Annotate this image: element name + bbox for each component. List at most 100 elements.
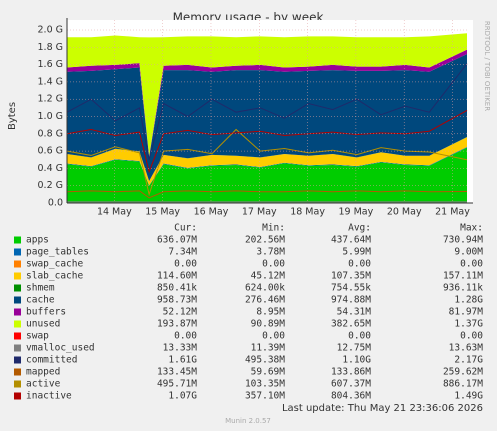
- y-tick-label: 0.4 G: [38, 163, 64, 174]
- x-tick-label: 19 May: [339, 207, 374, 218]
- legend-stat: 958.73M: [157, 295, 197, 306]
- line: [66, 190, 468, 199]
- legend-stat: 133.86M: [331, 367, 371, 378]
- x-tick-label: 20 May: [387, 207, 422, 218]
- legend-stat: 107.35M: [331, 271, 371, 282]
- legend-stat: 276.46M: [245, 295, 285, 306]
- legend-swatch: [14, 260, 21, 268]
- legend-stat: 1.49G: [454, 391, 483, 402]
- legend-stat: 0.00: [262, 259, 285, 270]
- legend-stat: 7.34M: [168, 247, 197, 258]
- legend-swatch: [14, 368, 21, 376]
- legend-label: swap: [26, 331, 49, 342]
- legend-stat: 850.41k: [157, 283, 197, 294]
- legend-stat: 0.00: [460, 259, 483, 270]
- legend-label: slab_cache: [26, 271, 83, 282]
- legend-stat: 0.00: [174, 331, 197, 342]
- legend-swatch: [14, 296, 21, 304]
- legend-swatch: [14, 284, 21, 292]
- legend-stat: 3.78M: [256, 247, 285, 258]
- footer: Munin 2.0.57: [225, 417, 271, 425]
- legend-swatch: [14, 392, 21, 400]
- legend-header: Avg:: [348, 223, 371, 234]
- legend-stat: 936.11k: [443, 283, 483, 294]
- legend-swatch: [14, 248, 21, 256]
- x-tick-label: 17 May: [242, 207, 277, 218]
- legend-stat: 607.37M: [331, 379, 371, 390]
- y-tick-label: 1.2 G: [38, 94, 64, 105]
- legend-stat: 624.00k: [245, 283, 285, 294]
- x-tick-label: 14 May: [97, 207, 132, 218]
- legend-stat: 8.95M: [256, 307, 285, 318]
- legend-swatch: [14, 344, 21, 352]
- legend-header: Cur:: [174, 223, 197, 234]
- area: [67, 137, 467, 186]
- legend-label: buffers: [26, 307, 66, 318]
- legend-stat: 45.12M: [251, 271, 286, 282]
- legend-stat: 0.00: [174, 259, 197, 270]
- legend-label: inactive: [26, 391, 72, 402]
- area: [67, 147, 467, 203]
- legend-swatch: [14, 320, 21, 328]
- legend-stat: 0.00: [348, 331, 371, 342]
- legend-stat: 495.71M: [157, 379, 197, 390]
- legend-stat: 0.00: [262, 331, 285, 342]
- y-tick-label: 1.6 G: [38, 59, 64, 70]
- legend-header: Max:: [460, 223, 483, 234]
- legend-stat: 5.99M: [342, 247, 371, 258]
- legend-stat: 636.07M: [157, 235, 197, 246]
- legend-label: vmalloc_used: [26, 343, 95, 354]
- line: [66, 128, 468, 197]
- legend-stat: 81.97M: [449, 307, 484, 318]
- legend-stat: 114.60M: [157, 271, 197, 282]
- legend-stat: 382.65M: [331, 319, 371, 330]
- legend-stat: 202.56M: [245, 235, 285, 246]
- legend-stat: 1.28G: [454, 295, 483, 306]
- legend-stat: 495.38M: [245, 355, 285, 366]
- legend-stat: 12.75M: [337, 343, 372, 354]
- legend-stat: 1.61G: [168, 355, 197, 366]
- legend-stat: 133.45M: [157, 367, 197, 378]
- legend-label: committed: [26, 355, 77, 366]
- legend-label: active: [26, 379, 61, 390]
- legend-stat: 193.87M: [157, 319, 197, 330]
- legend-stat: 2.17G: [454, 355, 483, 366]
- legend-stat: 730.94M: [443, 235, 483, 246]
- area: [67, 33, 467, 156]
- legend-label: page_tables: [26, 247, 89, 258]
- last-update: Last update: Thu May 21 23:36:06 2026: [282, 403, 483, 414]
- legend-label: shmem: [26, 283, 55, 294]
- y-tick-label: 0.8 G: [38, 128, 64, 139]
- legend-swatch: [14, 380, 21, 388]
- legend-stat: 437.64M: [331, 235, 371, 246]
- legend-swatch: [14, 236, 21, 244]
- legend-stat: 259.62M: [443, 367, 483, 378]
- legend-label: cache: [26, 295, 55, 306]
- x-tick-label: 18 May: [290, 207, 325, 218]
- legend-stat: 0.00: [348, 259, 371, 270]
- legend-stat: 157.11M: [443, 271, 483, 282]
- line: [66, 110, 468, 174]
- area: [67, 53, 467, 181]
- legend-stat: 54.31M: [337, 307, 372, 318]
- y-tick-label: 2.0 G: [38, 25, 64, 36]
- y-tick-label: 1.8 G: [38, 42, 64, 53]
- legend-swatch: [14, 356, 21, 364]
- y-tick-label: 1.0 G: [38, 111, 64, 122]
- line: [66, 63, 468, 160]
- legend-label: swap_cache: [26, 259, 83, 270]
- legend-stat: 886.17M: [443, 379, 483, 390]
- legend-label: unused: [26, 319, 60, 330]
- legend-swatch: [14, 272, 21, 280]
- legend-stat: 11.39M: [251, 343, 286, 354]
- legend-label: mapped: [26, 367, 60, 378]
- legend-stat: 1.10G: [342, 355, 371, 366]
- legend-stat: 90.89M: [251, 319, 286, 330]
- y-tick-label: 0.6 G: [38, 146, 64, 157]
- legend-stat: 103.35M: [245, 379, 285, 390]
- watermark: RRDTOOL / TOBI OETIKER: [483, 21, 491, 111]
- x-tick-label: 21 May: [435, 207, 470, 218]
- legend-stat: 754.55k: [331, 283, 371, 294]
- legend-stat: 357.10M: [245, 391, 285, 402]
